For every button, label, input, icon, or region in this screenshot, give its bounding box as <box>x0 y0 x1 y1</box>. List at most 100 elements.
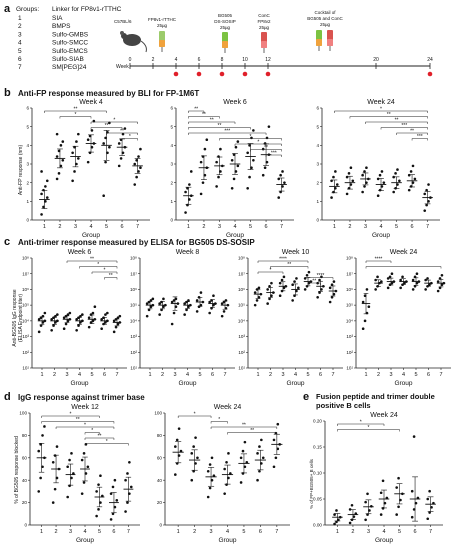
data-point <box>55 132 59 136</box>
data-point <box>39 443 42 446</box>
timeline-tick-label: 2 <box>152 57 155 63</box>
subplot-title: Week 24 <box>390 249 418 256</box>
data-point <box>75 140 78 143</box>
data-point <box>397 476 400 480</box>
sig-label: ** <box>387 112 391 118</box>
sig-label: *** <box>224 129 230 135</box>
data-point <box>365 288 369 291</box>
x-tick-label: 2 <box>377 372 380 378</box>
data-point <box>106 151 109 155</box>
data-point <box>276 422 280 426</box>
data-point <box>208 311 211 315</box>
data-point <box>139 147 142 151</box>
panel-a: a Groups: Linker for FP8v1-rTTHC 1 SIA 2 BM… <box>4 3 433 77</box>
data-point <box>230 158 234 162</box>
y-tick-label: 3 <box>170 162 173 167</box>
data-point <box>407 173 411 177</box>
data-point <box>364 518 367 522</box>
data-point <box>68 311 72 315</box>
data-point <box>170 322 174 326</box>
data-point <box>411 288 415 291</box>
data-point <box>376 275 379 279</box>
x-tick-label: 4 <box>402 372 405 378</box>
y-tick-label: 100 <box>19 411 27 416</box>
data-point <box>252 158 255 162</box>
panel-b-letter: b <box>4 87 11 99</box>
data-point <box>219 147 222 151</box>
data-point <box>396 183 399 186</box>
data-point <box>349 166 353 170</box>
immunization-3-line2: FP8v2 <box>257 19 271 24</box>
immunization-4-line2: BG505 and ConC <box>307 16 343 21</box>
data-point <box>220 314 224 318</box>
data-point <box>348 521 352 525</box>
data-point <box>184 190 187 194</box>
timeline-tick-label: 20 <box>373 57 379 63</box>
data-point <box>61 158 65 162</box>
sig-label: ** <box>312 279 316 285</box>
data-point <box>364 500 367 504</box>
data-point <box>363 170 366 173</box>
data-point <box>367 305 371 309</box>
x-tick-label: 2 <box>53 372 56 378</box>
data-point <box>328 300 332 304</box>
panel-b: b Anti-FP response measured by BLI for F… <box>4 87 199 195</box>
y-tick-label: 100 <box>154 411 162 416</box>
panel-a-letter: a <box>4 3 11 15</box>
x-tick-label: 1 <box>148 372 151 378</box>
immunization-3-line1: ConC <box>258 13 270 18</box>
data-point <box>145 314 149 318</box>
immunization-2-line1: BG505 <box>218 13 233 18</box>
y-tick-label: 10⁴ <box>22 318 29 323</box>
data-point <box>330 295 334 299</box>
data-point <box>263 166 267 170</box>
subplot-title: Week 6 <box>223 99 247 106</box>
x-tick-label: 4 <box>78 372 81 378</box>
data-point <box>217 175 220 179</box>
data-point <box>257 286 261 290</box>
y-tick-label: 10⁶ <box>130 287 137 292</box>
data-point <box>266 302 269 305</box>
data-point <box>403 281 406 285</box>
data-point <box>392 190 395 194</box>
data-point <box>62 316 66 320</box>
data-point <box>185 308 188 312</box>
data-point <box>61 140 65 143</box>
data-point <box>172 311 176 315</box>
sig-label: * <box>380 107 382 113</box>
data-point <box>366 492 369 496</box>
data-point <box>333 522 336 526</box>
data-point <box>381 479 385 483</box>
x-tick-label: 6 <box>427 372 430 378</box>
timeline-prefix: Week <box>116 64 129 70</box>
y-tick-label: 10⁸ <box>238 256 245 261</box>
x-axis-label: Group <box>286 380 304 387</box>
group-linker-name: BMPS <box>52 23 71 30</box>
data-point <box>229 472 232 475</box>
data-point <box>56 313 59 316</box>
syringe-icon-3 <box>261 32 267 53</box>
x-tick-label: 4 <box>89 224 92 230</box>
linker-header: Linker for FP8v1-rTTHC <box>52 6 122 13</box>
data-point <box>139 166 142 170</box>
data-point <box>258 445 261 448</box>
sig-label: * <box>250 134 252 140</box>
groups-header: Groups: <box>16 6 39 13</box>
data-point <box>203 147 207 151</box>
data-point <box>51 501 55 504</box>
y-tick-label: 0 <box>24 523 27 528</box>
data-point <box>208 463 212 466</box>
x-tick-label: 6 <box>121 224 124 230</box>
sig-label: *** <box>417 134 423 140</box>
panel-c: c Anti-trimer response measured by ELISA… <box>4 236 255 347</box>
y-tick-label: 5 <box>170 124 173 129</box>
data-point <box>267 125 271 128</box>
data-point <box>363 319 367 323</box>
data-point <box>205 138 209 142</box>
data-point <box>184 211 187 214</box>
x-tick-label: 1 <box>40 372 43 378</box>
y-tick-label: 10⁶ <box>346 287 353 292</box>
data-point <box>415 272 419 276</box>
data-point <box>390 272 394 276</box>
